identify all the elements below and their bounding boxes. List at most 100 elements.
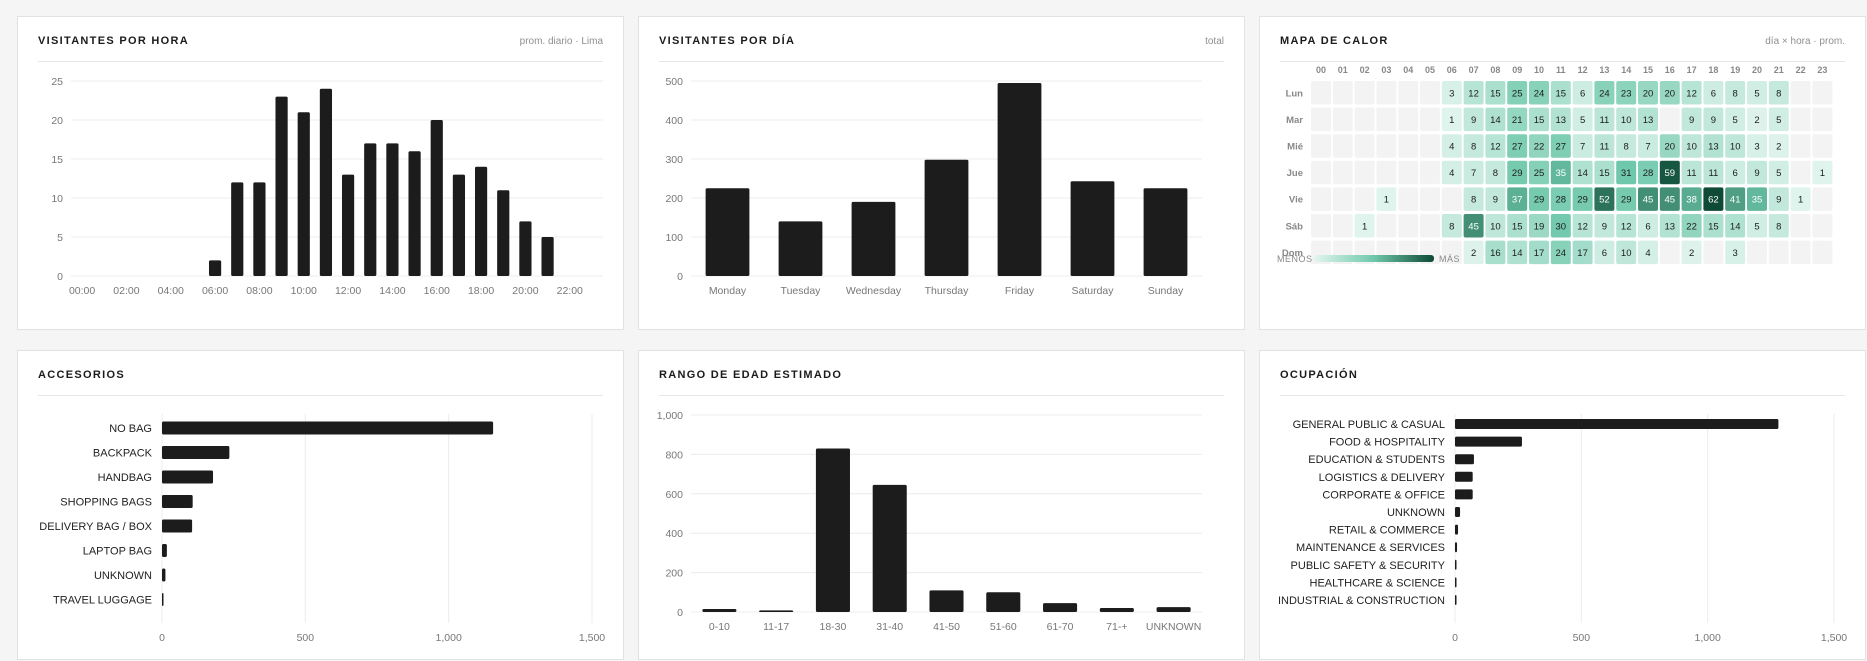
- heat-cell: [1311, 107, 1331, 132]
- heat-cell: [1681, 134, 1702, 158]
- column-label: 03: [1381, 65, 1391, 75]
- heat-cell-value: 27: [1556, 141, 1567, 152]
- heat-cell-value: 11: [1687, 168, 1697, 179]
- card-subtitle: día × hora · prom.: [1765, 36, 1845, 47]
- heat-cell-value: 15: [1490, 88, 1501, 99]
- heat-cell: [1725, 134, 1746, 158]
- heat-cell: [1703, 81, 1724, 105]
- heat-cell: [1463, 240, 1484, 265]
- bar: [815, 448, 850, 612]
- occupation-chart: 0 500 1,000 1,500 GENERAL PUBLIC & CASUAL FOO…: [1278, 414, 1847, 644]
- heat-cell-value: 15: [1534, 115, 1545, 126]
- heat-cell: [1529, 81, 1549, 105]
- bar: [1455, 524, 1459, 535]
- heat-cell-value: 8: [1776, 88, 1781, 99]
- heat-cell: [1572, 187, 1593, 211]
- bar: [705, 188, 750, 276]
- x-tick-label: 71-+: [1106, 621, 1127, 633]
- heat-cell: [1812, 81, 1833, 105]
- heat-cell: [1463, 187, 1484, 211]
- heat-cell: [1768, 160, 1789, 185]
- bar: [231, 182, 244, 276]
- column-label: 06: [1447, 65, 1457, 75]
- x-tick-label: Sunday: [1148, 285, 1184, 297]
- column-label: 10: [1534, 65, 1544, 75]
- bar: [162, 470, 214, 484]
- heat-cell: [1354, 134, 1375, 158]
- bar: [297, 112, 310, 276]
- card-occupation: OCUPACIÓN 0 500 1,000 1,500 GENERAL PUBLIC &…: [1259, 350, 1866, 660]
- heat-cell: [1311, 81, 1331, 105]
- heat-cell: [1594, 187, 1615, 211]
- heatmap-chart: 00 01 02 03 04 05 06 07 08 09 10 11 12 13 14 15 16 17 18 19…: [1277, 65, 1833, 265]
- heat-cell-value: 13: [1556, 115, 1567, 126]
- heat-cell-value: 35: [1752, 195, 1763, 206]
- heat-cell-value: 12: [1686, 88, 1697, 99]
- category-label: MAINTENANCE & SERVICES: [1296, 542, 1445, 554]
- heat-cell: [1790, 160, 1811, 185]
- heat-cell-value: 2: [1776, 141, 1781, 152]
- bar: [1043, 603, 1078, 612]
- heat-cell-value: 6: [1733, 168, 1738, 179]
- heat-cell: [1398, 107, 1419, 132]
- heat-cell: [1332, 187, 1353, 211]
- heat-cell-value: 10: [1490, 221, 1501, 232]
- heat-cell: [1420, 160, 1440, 185]
- x-tick-label: 31-40: [876, 621, 903, 633]
- heat-cell: [1441, 160, 1462, 185]
- bar: [253, 182, 266, 276]
- heat-cell-value: 12: [1621, 221, 1632, 232]
- heat-cell: [1441, 81, 1462, 105]
- heat-cell-value: 4: [1645, 248, 1650, 259]
- heat-cell: [1747, 81, 1767, 105]
- category-label: LAPTOP BAG: [83, 546, 152, 558]
- heat-cell: [1376, 187, 1397, 211]
- heat-cell: [1332, 134, 1353, 158]
- category-label: DELIVERY BAG / BOX: [39, 521, 152, 533]
- heat-cell-value: 20: [1665, 88, 1676, 99]
- x-tick-label: Wednesday: [846, 285, 902, 297]
- heat-cell-value: 10: [1730, 141, 1741, 152]
- column-label: 08: [1490, 65, 1500, 75]
- heat-cell: [1398, 187, 1419, 211]
- heat-cell-value: 12: [1468, 88, 1479, 99]
- heat-cell-value: 62: [1708, 195, 1719, 206]
- bar: [986, 592, 1021, 612]
- heat-cell: [1681, 81, 1702, 105]
- card-title: RANGO DE EDAD ESTIMADO: [659, 369, 843, 381]
- bar: [541, 237, 554, 276]
- heat-cell: [1790, 187, 1811, 211]
- heat-cell: [1768, 214, 1789, 238]
- card-title: ACCESORIOS: [38, 369, 125, 381]
- card-title: VISITANTES POR HORA: [38, 35, 190, 47]
- x-tick-label: Friday: [1005, 285, 1035, 297]
- bar: [851, 201, 896, 276]
- heat-cell-value: 5: [1776, 168, 1781, 179]
- column-label: 21: [1774, 65, 1784, 75]
- column-label: 17: [1687, 65, 1697, 75]
- bar: [1455, 542, 1458, 553]
- heat-cell: [1572, 160, 1593, 185]
- card-header: MAPA DE CALOR día × hora · prom.: [1280, 35, 1845, 62]
- heat-cell: [1354, 187, 1375, 211]
- row-label: Lun: [1286, 88, 1304, 99]
- heat-cell-value: 8: [1733, 88, 1738, 99]
- heat-cell-value: 29: [1621, 195, 1632, 206]
- column-label: 13: [1599, 65, 1609, 75]
- heat-cell-value: 45: [1468, 221, 1479, 232]
- heat-cell-value: 29: [1534, 195, 1545, 206]
- bar: [997, 82, 1042, 276]
- heat-cell: [1485, 107, 1506, 132]
- legend-gradient: [1314, 255, 1434, 262]
- card-header: VISITANTES POR HORA prom. diario · Lima: [38, 35, 603, 62]
- heat-cell: [1550, 160, 1571, 185]
- heat-cell-value: 9: [1689, 115, 1694, 126]
- bar: [759, 610, 794, 612]
- card-header: ACCESORIOS: [38, 369, 603, 396]
- heat-cell-value: 11: [1599, 141, 1609, 152]
- heat-cell: [1725, 160, 1746, 185]
- column-label: 18: [1708, 65, 1718, 75]
- heat-cell: [1398, 160, 1419, 185]
- bar: [1455, 507, 1461, 517]
- heat-cell: [1572, 240, 1593, 265]
